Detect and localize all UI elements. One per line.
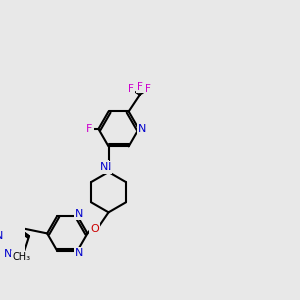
- Text: F: F: [86, 124, 92, 134]
- Text: N: N: [4, 249, 13, 260]
- Text: N: N: [0, 231, 4, 241]
- Text: O: O: [90, 224, 99, 234]
- Text: F: F: [145, 85, 151, 94]
- Text: CH₃: CH₃: [12, 252, 30, 262]
- Text: N: N: [75, 209, 83, 219]
- Text: N: N: [103, 163, 111, 172]
- Text: N: N: [138, 124, 147, 134]
- Text: O: O: [90, 224, 99, 234]
- Text: F: F: [128, 85, 134, 94]
- Text: N: N: [100, 161, 108, 172]
- Text: N: N: [75, 248, 83, 258]
- Text: F: F: [137, 82, 142, 92]
